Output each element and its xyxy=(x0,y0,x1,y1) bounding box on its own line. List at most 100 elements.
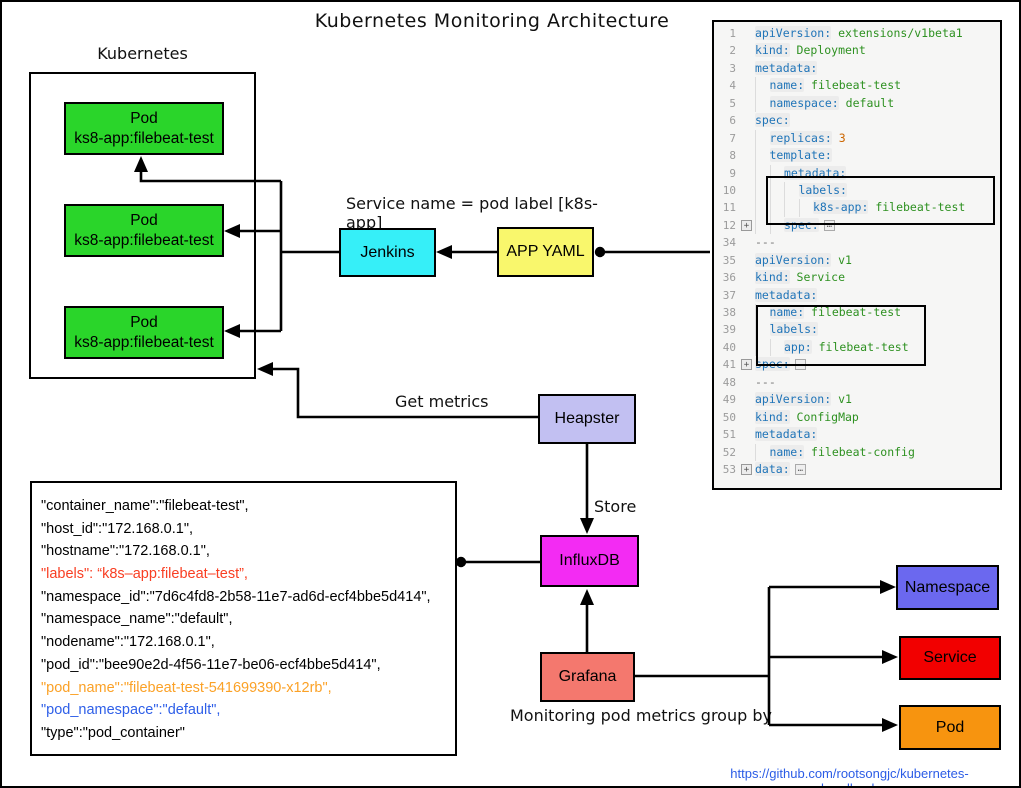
group-by-annotation: Monitoring pod metrics group by xyxy=(510,706,772,725)
metrics-json-line: "labels": “k8s–app:filebeat–test”, xyxy=(41,566,248,583)
line-number: 8 xyxy=(729,149,736,163)
arrowhead-service xyxy=(882,650,898,664)
code-line: 40 app: filebeat-test xyxy=(714,338,1000,357)
code-line: 9 metadata: xyxy=(714,164,1000,182)
code-line: 34 --- xyxy=(714,234,1000,251)
line-number: 35 xyxy=(722,253,736,267)
metrics-json-line: "namespace_id":"7d6c4fd8-2b58-11e7-ad6d-… xyxy=(41,588,431,605)
code-line: 38 name: filebeat-test xyxy=(714,304,1000,322)
line-number: 7 xyxy=(729,131,736,145)
line-number: 11 xyxy=(722,201,736,215)
fold-toggle-icon[interactable]: + xyxy=(741,359,752,371)
arrowhead-pod-right xyxy=(882,718,898,732)
metrics-json-box: "container_name":"filebeat-test", "host_i… xyxy=(30,481,457,756)
metrics-json-line: "nodename":"172.168.0.1", xyxy=(41,634,215,651)
service-node: Service xyxy=(899,636,1001,680)
pod-title: Pod xyxy=(130,314,158,332)
code-line: 5 namespace: default xyxy=(714,94,1000,113)
namespace-node: Namespace xyxy=(896,565,999,610)
github-handbook-link[interactable]: https://github.com/rootsongjc/kubernetes… xyxy=(730,766,969,786)
metrics-json-line: "host_id":"172.168.0.1", xyxy=(41,520,194,537)
metrics-json-line: "container_name":"filebeat-test", xyxy=(41,498,249,514)
branch-to-pod1 xyxy=(139,170,281,183)
yaml-code-panel: 1 apiVersion: extensions/v1beta1 2 kind: De… xyxy=(712,20,1002,490)
line-number: 40 xyxy=(722,340,736,354)
arrowhead-pod1 xyxy=(134,156,148,172)
arrowhead-jenkins xyxy=(436,245,452,259)
line-number: 3 xyxy=(729,61,736,75)
line-number: 41 xyxy=(722,358,736,372)
arrowhead-k8s-box xyxy=(257,362,273,376)
pod-label: ks8-app:filebeat-test xyxy=(74,231,214,249)
code-line: 39 labels: xyxy=(714,321,1000,339)
heapster-node: Heapster xyxy=(538,394,636,444)
code-line: 48 --- xyxy=(714,374,1000,391)
metrics-json-line: "pod_namespace":"default", xyxy=(41,702,221,719)
line-number: 37 xyxy=(722,288,736,302)
metrics-json-line: "pod_name":"filebeat-test-541699390-x12r… xyxy=(41,679,332,696)
code-line: 7 replicas: 3 xyxy=(714,129,1000,148)
kubernetes-cluster-label: Kubernetes xyxy=(97,44,188,63)
service-name-annotation: Service name = pod label [k8s-app] xyxy=(346,194,598,232)
arrowhead-pod3 xyxy=(224,324,240,338)
code-line: 10 labels: xyxy=(714,181,1000,200)
pod-title: Pod xyxy=(130,212,158,230)
line-number: 53 xyxy=(722,462,736,476)
line-number: 1 xyxy=(729,27,736,40)
code-line: 35 apiVersion: v1 xyxy=(714,252,1000,269)
code-line: 49 apiVersion: v1 xyxy=(714,391,1000,408)
metrics-json-line: "type":"pod_container" xyxy=(41,724,185,741)
grafana-node: Grafana xyxy=(540,652,635,702)
code-line: 52 name: filebeat-config xyxy=(714,443,1000,461)
code-line: 12 + spec:… xyxy=(714,216,1000,235)
line-heapster-to-k8s xyxy=(270,367,538,419)
line-number: 10 xyxy=(722,183,736,197)
store-annotation: Store xyxy=(594,497,637,516)
page-title: Kubernetes Monitoring Architecture xyxy=(314,10,670,32)
line-number: 2 xyxy=(729,44,736,58)
arrowhead-influxdb-bottom xyxy=(580,589,594,605)
get-metrics-annotation: Get metrics xyxy=(395,392,489,411)
line-number: 48 xyxy=(722,375,736,389)
line-number: 52 xyxy=(722,445,736,459)
line-number: 12 xyxy=(722,218,736,232)
code-line: 1 apiVersion: extensions/v1beta1 xyxy=(714,25,1000,42)
line-number: 51 xyxy=(722,428,736,442)
kubernetes-cluster-box xyxy=(29,72,256,379)
code-line: 51 metadata: xyxy=(714,426,1000,443)
line-number: 49 xyxy=(722,393,736,407)
code-line: 37 metadata: xyxy=(714,287,1000,304)
line-number: 50 xyxy=(722,410,736,424)
arrowhead-pod2 xyxy=(224,224,240,238)
metrics-json-line: "hostname":"172.168.0.1", xyxy=(41,543,210,560)
line-number: 9 xyxy=(729,166,736,180)
line-number: 4 xyxy=(729,79,736,93)
fold-toggle-icon[interactable]: + xyxy=(741,219,752,231)
app-yaml-node: APP YAML xyxy=(497,227,594,277)
fold-toggle-icon[interactable]: + xyxy=(741,463,752,475)
line-number: 5 xyxy=(729,96,736,110)
line-number: 36 xyxy=(722,271,736,285)
code-line: 3 metadata: xyxy=(714,60,1000,77)
pod-label: ks8-app:filebeat-test xyxy=(74,333,214,351)
pod-node-3: Pod ks8-app:filebeat-test xyxy=(64,306,224,359)
influxdb-node: InfluxDB xyxy=(540,535,639,587)
arrowhead-influxdb-top xyxy=(580,518,594,534)
code-line: 2 kind: Deployment xyxy=(714,42,1000,59)
code-line: 4 name: filebeat-test xyxy=(714,77,1000,95)
code-line: 11 k8s-app: filebeat-test xyxy=(714,199,1000,217)
code-line: 8 template: xyxy=(714,147,1000,165)
connector-dot-appyaml xyxy=(594,246,606,258)
line-grafana-to-branch xyxy=(635,587,771,725)
pod-node-2: Pod ks8-app:filebeat-test xyxy=(64,204,224,257)
line-number: 6 xyxy=(729,114,736,128)
line-number: 38 xyxy=(722,306,736,319)
pod-label: ks8-app:filebeat-test xyxy=(74,129,214,147)
pod-title: Pod xyxy=(130,110,158,128)
metrics-json-line: "pod_id":"bee90e2d-4f56-11e7-be06-ecf4bb… xyxy=(41,656,381,673)
pod-node-1: Pod ks8-app:filebeat-test xyxy=(64,102,224,155)
code-line: 53 + data:… xyxy=(714,461,1000,478)
line-number: 39 xyxy=(722,323,736,337)
pod-groupby-node: Pod xyxy=(899,705,1001,750)
